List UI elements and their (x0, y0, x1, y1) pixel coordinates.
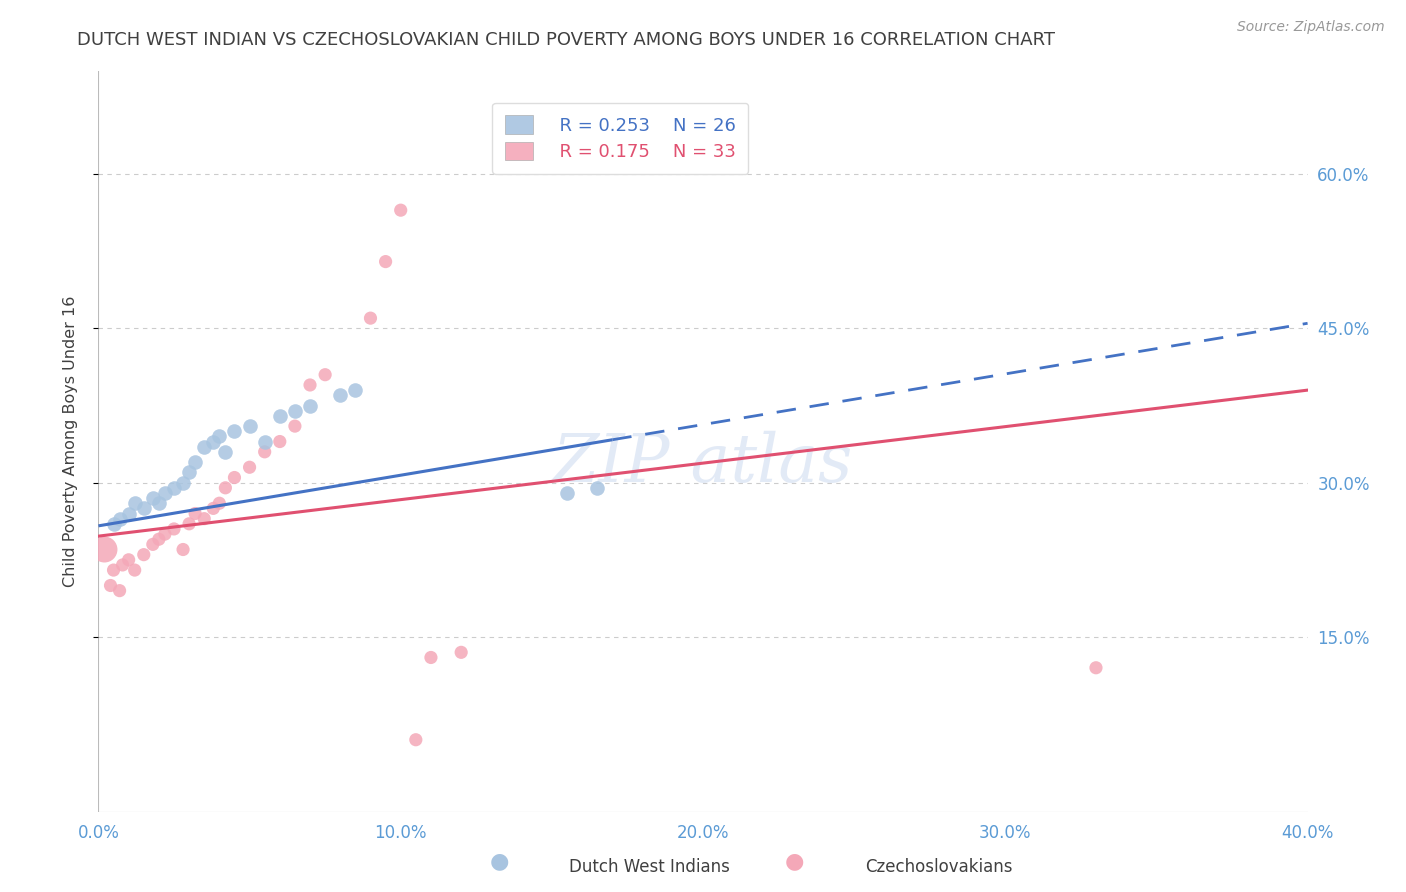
Point (208, 429, 231, 443)
Text: Source: ZipAtlas.com: Source: ZipAtlas.com (1237, 20, 1385, 34)
Point (118, 553, 141, 567)
Point (239, 419, 262, 434)
Point (163, 481, 186, 495)
Point (93, 542, 115, 557)
Point (132, 548, 155, 562)
Point (124, 563, 146, 577)
Point (184, 507, 207, 521)
Point (132, 501, 155, 516)
Point (179, 466, 201, 480)
Point (118, 507, 141, 521)
Point (193, 440, 215, 454)
Text: DUTCH WEST INDIAN VS CZECHOSLOVAKIAN CHILD POVERTY AMONG BOYS UNDER 16 CORRELATI: DUTCH WEST INDIAN VS CZECHOSLOVAKIAN CHI… (77, 31, 1056, 49)
Point (284, 403, 307, 417)
Point (111, 558, 134, 572)
Y-axis label: Child Poverty Among Boys Under 16: Child Poverty Among Boys Under 16 (63, 296, 77, 587)
Point (450, 645, 472, 659)
Point (224, 424, 246, 438)
Point (269, 409, 291, 423)
Point (184, 455, 207, 469)
Point (103, 563, 125, 577)
Point (389, 203, 412, 218)
Point (163, 522, 186, 536)
Point (108, 583, 131, 598)
Point (314, 368, 336, 382)
Point (202, 501, 225, 516)
Point (172, 475, 194, 490)
Point (586, 481, 609, 495)
Point (344, 383, 367, 397)
Point (555, 486, 578, 500)
Point (360, 311, 382, 326)
Point (124, 496, 146, 510)
Point (299, 399, 322, 413)
Point (100, 578, 122, 592)
Point (253, 445, 276, 459)
Text: ●: ● (785, 851, 804, 871)
Point (284, 419, 307, 434)
Point (239, 460, 262, 475)
Point (405, 732, 427, 747)
Legend:   R = 0.253    N = 26,   R = 0.175    N = 33: R = 0.253 N = 26, R = 0.175 N = 33 (492, 103, 748, 174)
Point (208, 496, 231, 510)
Point (153, 486, 176, 500)
Point (299, 378, 322, 392)
Point (142, 491, 165, 505)
Text: ●: ● (489, 851, 509, 871)
Point (108, 511, 131, 525)
Point (269, 434, 291, 449)
Point (148, 496, 170, 510)
Text: Czechoslovakians: Czechoslovakians (865, 858, 1012, 876)
Point (420, 650, 443, 665)
Text: ZIP atlas: ZIP atlas (553, 431, 853, 496)
Point (214, 445, 236, 459)
Point (153, 527, 176, 541)
Point (179, 516, 201, 531)
Point (172, 542, 194, 557)
Point (374, 254, 396, 268)
Point (253, 434, 276, 449)
Point (148, 533, 170, 547)
Point (1085, 661, 1108, 675)
Text: Dutch West Indians: Dutch West Indians (569, 858, 730, 876)
Point (142, 537, 165, 551)
Point (103, 516, 125, 531)
Point (214, 481, 236, 495)
Point (202, 434, 225, 449)
Point (193, 511, 215, 525)
Point (329, 388, 352, 402)
Point (224, 470, 246, 484)
